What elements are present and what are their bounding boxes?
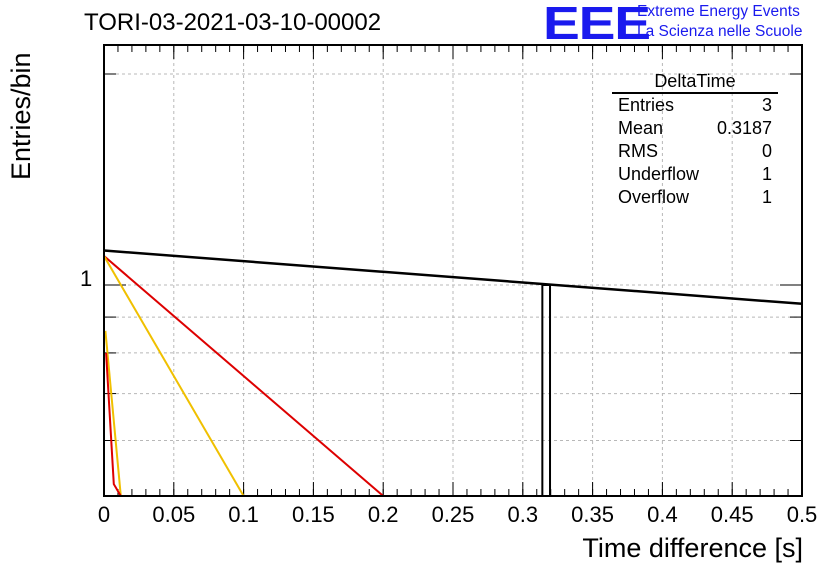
stats-row-mean: Mean 0.3187	[612, 117, 778, 140]
x-tick-label: 0.05	[152, 502, 196, 527]
series-line	[103, 255, 384, 497]
x-tick-label: 0.3	[507, 502, 539, 527]
series-lines	[103, 249, 803, 497]
grid-lines	[104, 45, 802, 496]
stats-label: RMS	[618, 141, 658, 161]
stats-value: 1	[761, 187, 772, 207]
series-line	[103, 249, 803, 306]
stats-label: Underflow	[618, 164, 700, 184]
x-tick-label: 0.1	[228, 502, 259, 527]
series-line	[104, 330, 122, 497]
y-axis-label: Entries/bin	[6, 52, 36, 180]
eee-logo: EEE	[543, 0, 651, 49]
stats-row-entries: Entries 3	[612, 94, 778, 117]
stats-value: 0.3187	[716, 118, 772, 138]
x-tick-label: 0.35	[571, 502, 615, 527]
x-tick-label: 0.5	[786, 502, 818, 527]
logo-line-2: La Scienza nelle Scuole	[637, 23, 803, 40]
stats-label: Mean	[618, 118, 664, 138]
stats-label: Entries	[618, 95, 675, 115]
stats-label: Overflow	[618, 187, 690, 207]
x-tick-label: 0.4	[647, 502, 678, 527]
x-tick-label: 0	[97, 502, 111, 527]
plot-frame	[103, 44, 803, 497]
stats-box: DeltaTime Entries 3 Mean 0.3187 RMS 0 Un…	[612, 70, 778, 209]
y-tick-label: 1	[80, 266, 93, 291]
series-line	[103, 255, 245, 497]
stats-row-overflow: Overflow 1	[612, 186, 778, 209]
x-tick-label: 0.2	[367, 502, 399, 527]
series-line	[105, 352, 122, 497]
stats-row-rms: RMS 0	[612, 140, 778, 163]
chart-title: TORI-03-2021-03-10-00002	[84, 9, 382, 36]
stats-value: 1	[761, 164, 772, 184]
logo-line-1: Extreme Energy Events	[637, 3, 800, 20]
stats-value: 3	[761, 95, 772, 115]
x-tick-label: 0.25	[431, 502, 475, 527]
stats-value: 0	[761, 141, 772, 161]
stats-title: DeltaTime	[612, 70, 778, 94]
x-axis-label: Time difference [s]	[582, 533, 803, 563]
stats-row-underflow: Underflow 1	[612, 163, 778, 186]
x-tick-label: 0.45	[710, 502, 754, 527]
x-tick-label: 0.15	[291, 502, 335, 527]
